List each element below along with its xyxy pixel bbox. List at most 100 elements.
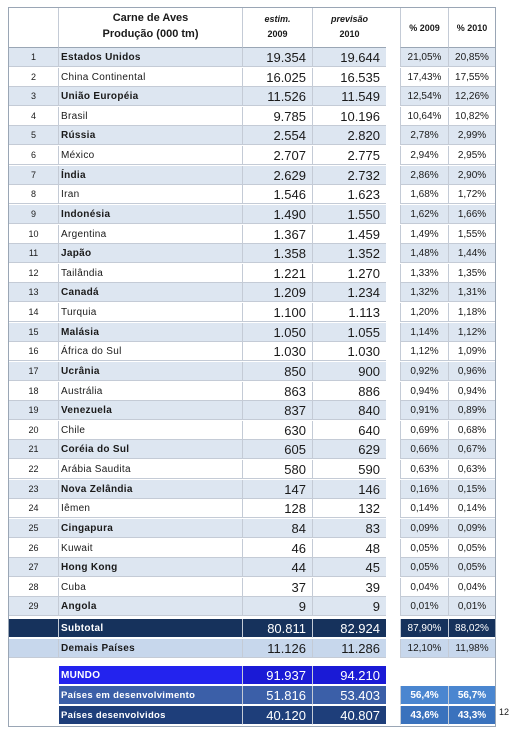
value-2009-cell: 850 bbox=[242, 361, 312, 381]
rank-cell: 20 bbox=[9, 420, 59, 440]
pct-2009-cell: 0,69% bbox=[400, 420, 448, 440]
value-2010-cell: 900 bbox=[312, 361, 386, 381]
country-cell: Iêmen bbox=[59, 499, 242, 519]
pct-2009-cell: 0,16% bbox=[400, 479, 448, 499]
page-number: 12 bbox=[499, 707, 510, 717]
header-2009-line1: estim. bbox=[264, 14, 291, 24]
subtotal-pct-2010: 88,02% bbox=[448, 619, 495, 638]
pct-2010-cell: 0,04% bbox=[448, 577, 495, 597]
pct-2010-cell: 20,85% bbox=[448, 48, 495, 67]
em-desenvolvimento-2010: 53.403 bbox=[312, 686, 386, 705]
country-cell: África do Sul bbox=[59, 342, 242, 362]
pct-2009-cell: 1,49% bbox=[400, 224, 448, 244]
header-title-line1: Carne de Aves bbox=[112, 12, 189, 24]
gap-cell bbox=[386, 440, 400, 460]
value-2009-cell: 11.526 bbox=[242, 87, 312, 107]
rank-cell: 21 bbox=[9, 440, 59, 460]
rank-cell: 16 bbox=[9, 342, 59, 362]
demais-2010: 11.286 bbox=[312, 639, 386, 658]
em-desenvolvimento-2009: 51.816 bbox=[242, 686, 312, 705]
country-cell: Indonésia bbox=[59, 204, 242, 224]
value-2009-cell: 46 bbox=[242, 538, 312, 558]
header-rank-spacer bbox=[9, 8, 59, 48]
header-2010-line1: previsão bbox=[330, 14, 369, 24]
desenvolvidos-pct-2009: 43,6% bbox=[400, 706, 448, 725]
rank-cell: 10 bbox=[9, 224, 59, 244]
pct-2009-cell: 1,62% bbox=[400, 204, 448, 224]
country-cell: Turquia bbox=[59, 303, 242, 323]
subtotal-2010: 82.924 bbox=[312, 619, 386, 638]
value-2009-cell: 1.546 bbox=[242, 185, 312, 205]
header-2009: estim. 2009 bbox=[242, 8, 312, 48]
pct-2010-cell: 1,44% bbox=[448, 244, 495, 264]
em-desenvolvimento-gap bbox=[386, 686, 400, 705]
header-2010-line2: 2010 bbox=[339, 29, 360, 39]
gap-cell bbox=[386, 204, 400, 224]
country-cell: Tailândia bbox=[59, 264, 242, 283]
value-2010-cell: 2.732 bbox=[312, 165, 386, 185]
gap-cell bbox=[386, 48, 400, 67]
mundo-rank bbox=[9, 666, 59, 685]
table-row: 2 China Continental 16.025 16.535 17,43% 17,5… bbox=[9, 67, 495, 87]
table-row: 3 União Européia 11.526 11.549 12,54% 12,26% bbox=[9, 87, 495, 107]
table-row: 8 Iran 1.546 1.623 1,68% 1,72% bbox=[9, 185, 495, 205]
subtotal-rank bbox=[9, 619, 59, 638]
demais-gap bbox=[386, 639, 400, 658]
gap-cell bbox=[386, 401, 400, 421]
gap-cell bbox=[386, 126, 400, 146]
table-row: 19 Venezuela 837 840 0,91% 0,89% bbox=[9, 401, 495, 421]
country-cell: Chile bbox=[59, 421, 242, 440]
country-cell: Austrália bbox=[59, 382, 242, 401]
value-2009-cell: 16.025 bbox=[242, 67, 312, 87]
country-cell: Arábia Saudita bbox=[59, 460, 242, 480]
value-2009-cell: 44 bbox=[242, 558, 312, 578]
country-cell: Angola bbox=[59, 597, 242, 617]
value-2010-cell: 19.644 bbox=[312, 48, 386, 67]
gap-cell bbox=[386, 342, 400, 362]
header-pct-2009: % 2009 bbox=[400, 8, 448, 48]
pct-2009-cell: 1,20% bbox=[400, 303, 448, 323]
country-cell: Hong Kong bbox=[59, 558, 242, 578]
gap-cell bbox=[386, 303, 400, 323]
gap-cell bbox=[386, 538, 400, 558]
subtotal-2009: 80.811 bbox=[242, 619, 312, 638]
country-cell: Venezuela bbox=[59, 401, 242, 421]
pct-2010-cell: 0,09% bbox=[448, 518, 495, 538]
gap-cell bbox=[386, 381, 400, 401]
value-2009-cell: 630 bbox=[242, 420, 312, 440]
mundo-2010: 94.210 bbox=[312, 666, 386, 685]
table-row: 12 Tailândia 1.221 1.270 1,33% 1,35% bbox=[9, 263, 495, 283]
desenvolvidos-gap bbox=[386, 706, 400, 725]
pct-2009-cell: 0,04% bbox=[400, 577, 448, 597]
gap-cell bbox=[386, 499, 400, 519]
value-2010-cell: 83 bbox=[312, 518, 386, 538]
rank-cell: 3 bbox=[9, 87, 59, 107]
value-2009-cell: 2.554 bbox=[242, 126, 312, 146]
table-row: 22 Arábia Saudita 580 590 0,63% 0,63% bbox=[9, 460, 495, 480]
country-cell: Ucrânia bbox=[59, 361, 242, 381]
subtotal-label: Subtotal bbox=[59, 619, 242, 638]
pct-2009-cell: 1,68% bbox=[400, 185, 448, 205]
pct-2010-cell: 0,94% bbox=[448, 381, 495, 401]
pct-2010-cell: 1,35% bbox=[448, 263, 495, 283]
em-desenvolvimento-rank bbox=[9, 686, 59, 705]
rank-cell: 5 bbox=[9, 126, 59, 146]
value-2010-cell: 1.270 bbox=[312, 263, 386, 283]
rank-cell: 11 bbox=[9, 244, 59, 264]
pct-2009-cell: 1,48% bbox=[400, 244, 448, 264]
pct-2009-cell: 0,01% bbox=[400, 597, 448, 617]
demais-rank bbox=[9, 639, 59, 658]
value-2010-cell: 1.352 bbox=[312, 244, 386, 264]
gap-cell bbox=[386, 244, 400, 264]
pct-2010-cell: 0,96% bbox=[448, 361, 495, 381]
country-cell: Iran bbox=[59, 185, 242, 205]
value-2010-cell: 9 bbox=[312, 597, 386, 617]
country-cell: Cingapura bbox=[59, 518, 242, 538]
table-row: 9 Indonésia 1.490 1.550 1,62% 1,66% bbox=[9, 204, 495, 224]
rank-cell: 8 bbox=[9, 185, 59, 205]
pct-2009-cell: 0,91% bbox=[400, 401, 448, 421]
rank-cell: 19 bbox=[9, 401, 59, 421]
table-row: 17 Ucrânia 850 900 0,92% 0,96% bbox=[9, 361, 495, 381]
pct-2010-cell: 0,14% bbox=[448, 499, 495, 519]
gap-cell bbox=[386, 185, 400, 205]
